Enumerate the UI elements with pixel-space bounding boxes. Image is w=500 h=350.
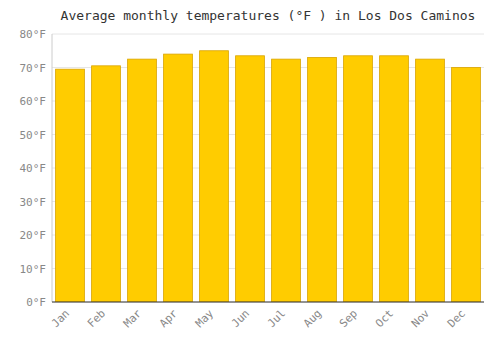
x-tick-label: Aug — [301, 307, 324, 330]
y-tick-label: 20°F — [20, 229, 47, 242]
y-ticks: 0°F 10°F 20°F 30°F 40°F 50°F 60°F 70°F 80°F — [20, 28, 47, 309]
bar — [200, 51, 229, 302]
title: Average monthly temperatures (°F ) in Lo… — [61, 8, 476, 23]
bar — [380, 56, 409, 302]
x-tick-label: Jul — [265, 307, 288, 330]
bar — [344, 56, 373, 302]
bar — [128, 59, 157, 302]
x-ticks: Jan Feb Mar Apr May Jun Jul Aug Sep Oct Nov Dec — [49, 307, 468, 331]
bar — [164, 54, 193, 302]
y-tick-label: 70°F — [20, 62, 47, 75]
x-tick-label: Nov — [409, 307, 433, 331]
bar — [56, 69, 85, 302]
bar — [452, 68, 481, 303]
grid-line — [52, 302, 484, 303]
chart: Average monthly temperatures (°F ) in Lo… — [0, 0, 500, 350]
y-axis — [52, 34, 53, 302]
bars — [56, 51, 481, 302]
bar — [92, 66, 121, 302]
chart-root: Average monthly temperatures (°F ) in Lo… — [0, 0, 500, 350]
x-tick-label: Oct — [373, 307, 396, 330]
y-tick-label: 0°F — [26, 296, 46, 309]
x-tick-label: Dec — [445, 307, 468, 330]
x-tick-label: Feb — [85, 307, 108, 330]
y-tick-label: 40°F — [20, 162, 47, 175]
bar — [416, 59, 445, 302]
bar — [236, 56, 265, 302]
x-tick-label: Jun — [229, 307, 252, 330]
y-tick-label: 10°F — [20, 263, 47, 276]
x-tick-label: Apr — [157, 307, 181, 331]
bar — [272, 59, 301, 302]
x-axis — [52, 302, 484, 303]
x-tick-label: Jan — [49, 307, 72, 330]
y-tick-label: 30°F — [20, 196, 47, 209]
y-tick-label: 80°F — [20, 28, 47, 41]
bar — [308, 57, 337, 302]
x-tick-label: Mar — [121, 307, 145, 331]
grid — [52, 34, 484, 302]
x-tick-label: Sep — [337, 307, 360, 330]
y-tick-label: 60°F — [20, 95, 47, 108]
y-tick-label: 50°F — [20, 129, 47, 142]
x-tick-label: May — [193, 307, 217, 331]
grid-line — [52, 34, 484, 35]
